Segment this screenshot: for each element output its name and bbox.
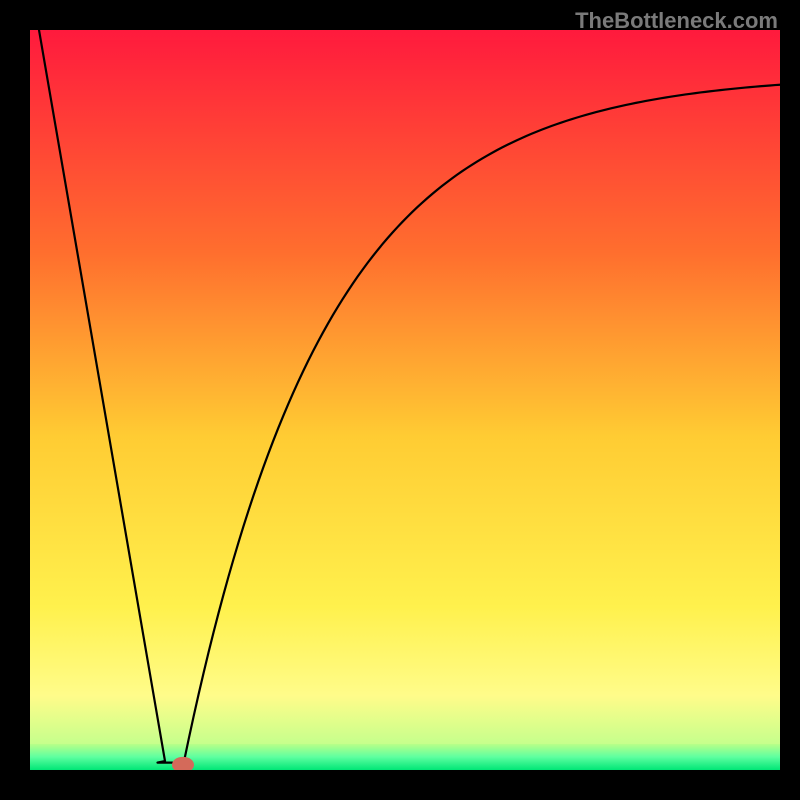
watermark-text: TheBottleneck.com	[575, 8, 778, 34]
plot-area	[30, 30, 780, 770]
chart-container	[0, 0, 800, 800]
bottleneck-curve	[39, 30, 780, 763]
bottleneck-curve-svg	[30, 30, 780, 770]
optimum-marker	[172, 757, 194, 770]
